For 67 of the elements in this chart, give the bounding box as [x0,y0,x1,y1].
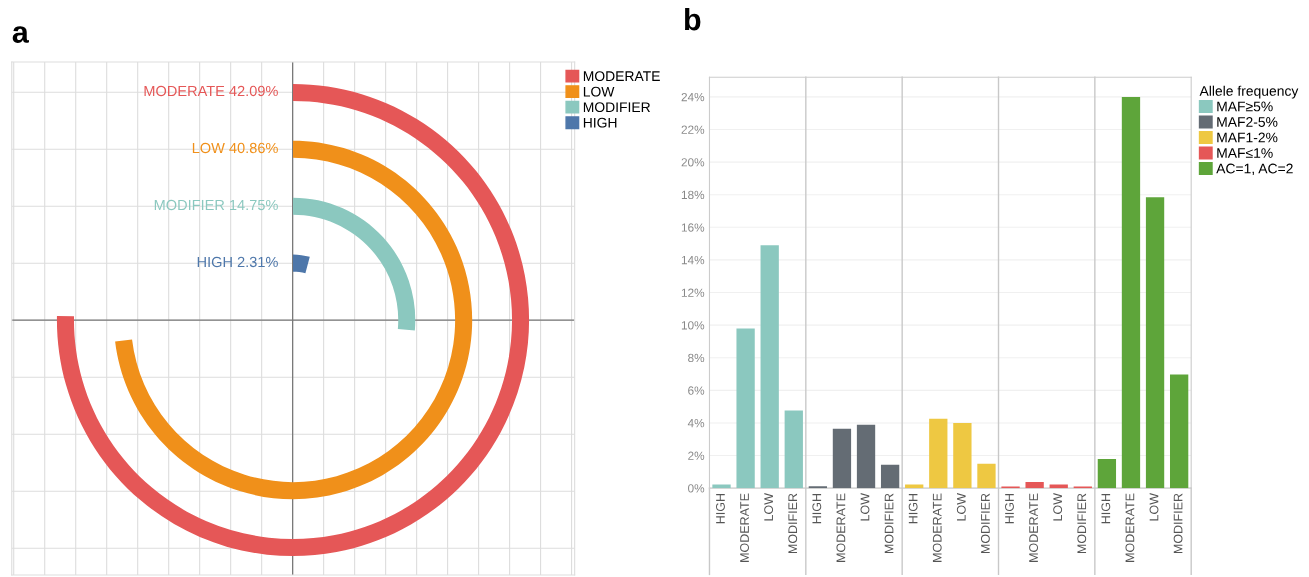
x-tick-label: MODERATE [1125,493,1135,562]
x-tick-label: MODERATE [740,493,749,562]
y-tick-label: 22% [681,125,705,134]
bar [760,245,779,489]
text: a [12,26,29,43]
x-tick-label: HIGH [716,494,725,524]
chart-title: b [685,7,701,31]
x-tick-label: MODIFIER [980,493,990,554]
bar [929,418,948,489]
legend-label: MAF1-2% [1217,132,1278,143]
bar [832,428,852,489]
bar [1169,374,1189,489]
bar [856,424,876,489]
x-tick-label: HIGH [1005,494,1014,524]
legend-label: LOW [583,86,615,97]
x-tick-label: MODIFIER [788,493,798,554]
bar [784,410,803,489]
y-tick-label: 4% [687,419,705,428]
data-label: 42.09% [229,85,278,97]
bar [1121,96,1141,489]
bar [953,422,972,489]
x-tick-label: HIGH [1101,494,1111,524]
x-tick-label: LOW [956,493,966,521]
legend-title: Allele frequency [1199,85,1299,99]
y-tick-label: 16% [681,223,705,232]
y-tick-label: 8% [688,353,705,363]
legend-label: MODERATE [583,71,660,82]
legend-label: AC=1, AC=2 [1216,163,1293,176]
legend-label: MAF2-5% [1217,117,1278,127]
x-tick-label: LOW [860,493,870,521]
x-tick-label: HIGH [812,494,822,524]
legend-label: MAF≥5% [1217,101,1273,112]
bar [736,328,755,489]
x-tick-label: MODIFIER [1077,493,1087,554]
data-label: 14.75% [230,199,278,211]
y-tick-label: 10% [681,321,705,330]
x-tick-label: LOW [1149,493,1159,521]
y-tick-label: 6% [688,386,705,395]
data-label: 40.86% [229,142,278,154]
x-tick-label: MODERATE [932,493,942,562]
x-tick-label: MODERATE [836,493,846,562]
bar [977,463,996,489]
text: LOW [192,142,225,154]
bar [880,464,900,489]
y-tick-label: 14% [681,255,705,265]
y-tick-label: 20% [681,158,705,167]
legend-label: HIGH [583,117,617,128]
text: MODIFIER [154,199,225,211]
bar [1097,459,1117,489]
y-tick-label: 18% [681,190,705,200]
legend-label: MODIFIER [583,102,651,113]
text: MODERATE [144,85,225,97]
y-tick-label: 0% [688,484,705,493]
y-tick-label: 24% [681,92,705,102]
data-label: 2.31% [237,256,278,268]
x-tick-label: HIGH [908,494,918,524]
y-tick-label: 12% [681,288,705,297]
x-tick-label: MODERATE [1029,493,1038,562]
x-tick-label: MODIFIER [884,493,894,554]
x-tick-label: MODIFIER [1173,493,1183,554]
text: HIGH [197,256,232,268]
bar [1145,197,1165,489]
x-tick-label: LOW [1053,493,1063,521]
legend-label: MAF≤1% [1217,148,1273,158]
bar [1025,482,1044,489]
x-tick-label: LOW [764,493,774,521]
y-tick-label: 2% [688,451,705,460]
